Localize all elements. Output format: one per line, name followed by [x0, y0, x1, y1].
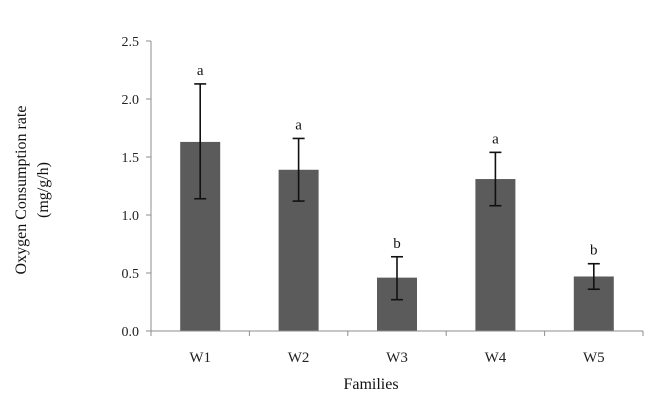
y-axis-title-line1: Oxygen Consumption rate [13, 106, 30, 275]
x-category-label: W2 [288, 350, 310, 366]
x-category-label: W4 [485, 350, 507, 366]
significance-label: a [197, 63, 204, 79]
y-tick-label: 1.5 [122, 151, 140, 166]
axes-group [150, 41, 643, 332]
x-category-label: W5 [583, 350, 605, 366]
error-bars-group [194, 83, 600, 301]
significance-labels-group: a a b a b [197, 63, 598, 259]
significance-label: b [393, 236, 401, 252]
significance-label: a [492, 131, 499, 147]
x-category-label: W1 [189, 350, 211, 366]
y-axis-title-line2: (mg/g/h) [35, 162, 52, 218]
x-ticks-group: W1 W2 W3 W4 W5 [150, 331, 644, 366]
y-ticks-group: 0.0 0.5 1.0 1.5 2.0 2.5 [122, 35, 151, 340]
y-tick-label: 2.0 [122, 93, 140, 108]
y-tick-label: 0.5 [122, 267, 140, 282]
x-axis-title: Families [343, 376, 398, 393]
y-tick-label: 0.0 [122, 325, 140, 340]
x-category-label: W3 [386, 350, 408, 366]
y-axis-title: Oxygen Consumption rate (mg/g/h) [13, 106, 52, 275]
significance-label: a [295, 117, 302, 133]
significance-label: b [590, 243, 598, 259]
y-tick-label: 1.0 [122, 209, 140, 224]
y-tick-label: 2.5 [122, 35, 140, 50]
